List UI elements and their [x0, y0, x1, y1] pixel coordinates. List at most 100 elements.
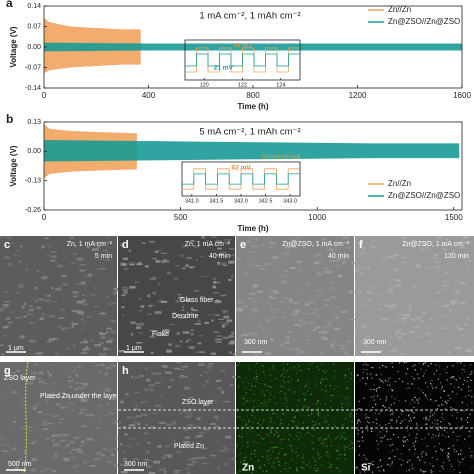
texture [315, 253, 321, 256]
texture [200, 255, 204, 258]
texture [378, 424, 380, 426]
texture [1, 353, 5, 356]
texture [288, 245, 296, 248]
texture [42, 428, 48, 430]
texture [229, 351, 232, 354]
texture [79, 411, 84, 415]
texture [357, 340, 364, 342]
texture [325, 403, 327, 405]
texture [65, 395, 73, 398]
texture [291, 451, 293, 453]
texture [60, 396, 65, 399]
texture [297, 363, 299, 366]
texture [245, 454, 247, 456]
texture [350, 440, 352, 442]
texture [438, 405, 440, 407]
texture [357, 419, 359, 421]
texture [329, 385, 331, 387]
texture [181, 365, 189, 368]
texture [74, 283, 80, 285]
texture [265, 352, 272, 355]
texture [307, 390, 309, 392]
texture [379, 378, 381, 381]
texture [408, 434, 410, 436]
texture [82, 341, 89, 344]
texture [157, 300, 164, 303]
texture [336, 252, 343, 255]
texture [272, 450, 274, 452]
texture [331, 313, 335, 315]
texture [152, 291, 157, 295]
texture [447, 455, 449, 457]
texture [228, 342, 235, 345]
texture [270, 429, 272, 432]
texture [86, 316, 93, 318]
texture [72, 466, 76, 469]
texture [465, 348, 471, 352]
texture [429, 345, 432, 347]
texture [293, 302, 299, 305]
texture [199, 374, 202, 376]
texture [387, 240, 394, 242]
texture [95, 364, 102, 367]
texture [188, 396, 194, 399]
texture [452, 248, 455, 252]
texture [148, 384, 156, 387]
texture [391, 463, 393, 465]
texture [241, 429, 243, 431]
texture [279, 280, 286, 283]
texture [420, 368, 422, 370]
texture [245, 241, 250, 243]
texture [407, 440, 409, 442]
texture [175, 344, 181, 348]
texture [288, 434, 291, 436]
texture [215, 425, 220, 428]
texture [388, 422, 390, 424]
texture [61, 327, 65, 331]
texture [459, 302, 467, 305]
texture [372, 367, 374, 369]
texture [337, 450, 339, 452]
texture [425, 332, 432, 335]
texture [89, 362, 97, 364]
texture [292, 248, 296, 251]
texture [130, 332, 134, 336]
inset-annotation: 62 mV [232, 165, 252, 172]
texture [254, 366, 256, 368]
texture [52, 439, 55, 443]
plot-frame [43, 121, 463, 211]
texture [464, 371, 466, 373]
texture [333, 377, 336, 379]
texture [106, 367, 113, 370]
texture [283, 368, 285, 371]
texture [326, 247, 333, 250]
texture [349, 447, 352, 450]
texture [445, 372, 448, 374]
texture [44, 299, 51, 302]
texture [140, 413, 148, 417]
panel-text: Zn@ZSO, 1 mA cm⁻² [402, 241, 469, 248]
texture [437, 277, 440, 280]
texture [149, 388, 154, 392]
inset-annotation: 48 mV [233, 43, 253, 50]
texture [426, 445, 428, 447]
texture [266, 455, 269, 457]
texture [128, 249, 131, 252]
texture [222, 336, 229, 339]
texture [249, 292, 256, 295]
texture [387, 344, 392, 346]
texture [426, 267, 434, 269]
texture [408, 459, 410, 461]
texture [154, 381, 161, 384]
texture [193, 402, 201, 405]
texture [436, 370, 438, 372]
texture [38, 298, 44, 301]
texture [68, 456, 76, 458]
texture [284, 370, 286, 372]
inset-x-tick-label: 341.5 [210, 198, 224, 204]
texture [377, 448, 379, 450]
texture [451, 465, 453, 468]
texture [176, 362, 182, 364]
texture [412, 442, 414, 444]
x-tick-label: 1000 [308, 213, 326, 222]
